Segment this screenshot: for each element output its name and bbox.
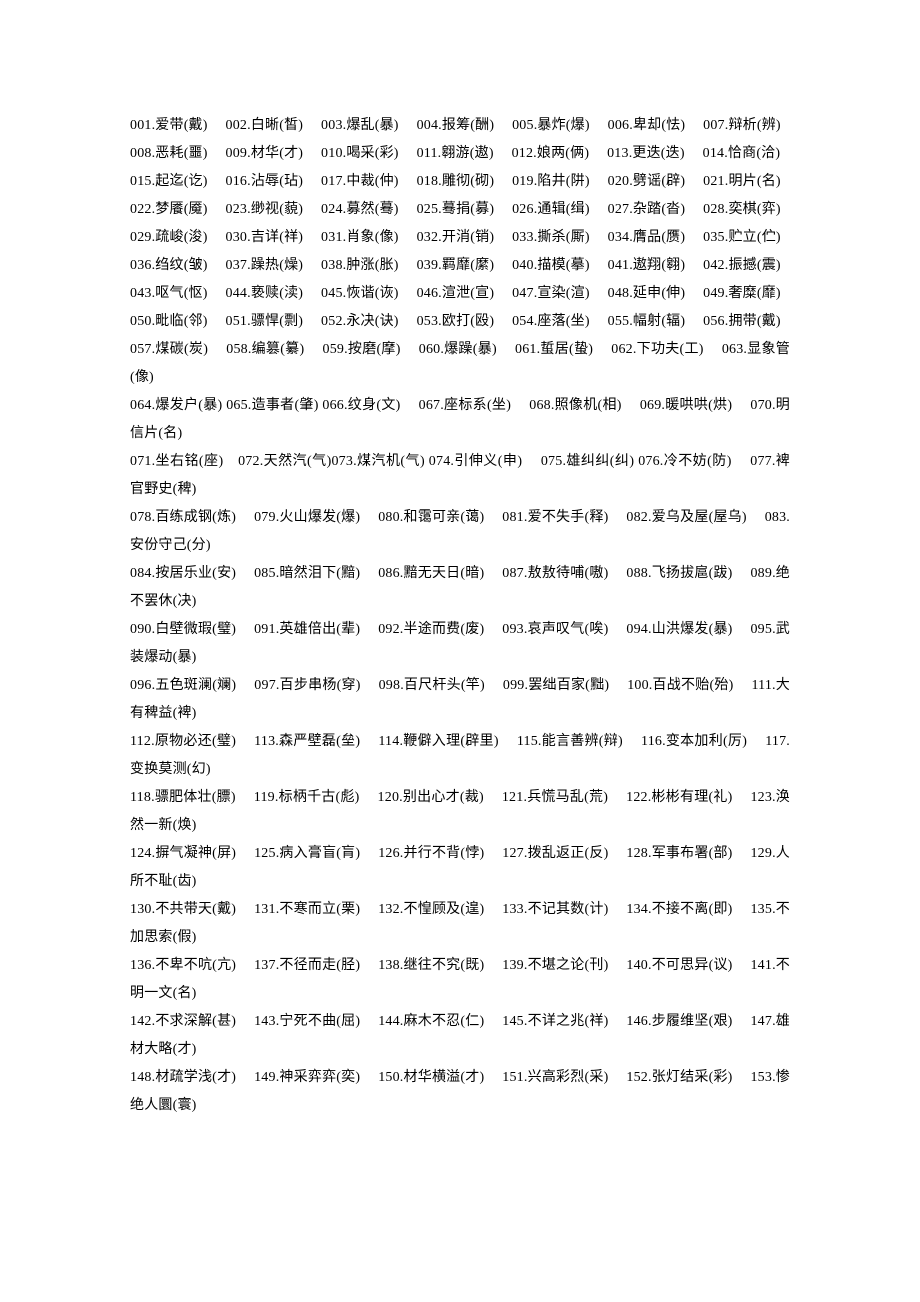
- text-line: 008.恶耗(噩) 009.材华(才) 010.喝采(彩) 011.翱游(遨) …: [130, 140, 790, 168]
- text-line: 078.百练成钢(炼) 079.火山爆发(爆) 080.和霭可亲(蔼) 081.…: [130, 504, 790, 560]
- text-line: 050.毗临(邻) 051.骠悍(剽) 052.永决(诀) 053.欧打(殴) …: [130, 308, 790, 336]
- document-body: 001.爱带(戴) 002.白晰(皙) 003.爆乱(暴) 004.报筹(酬) …: [0, 0, 920, 1160]
- text-line: 029.疏峻(浚) 030.吉详(祥) 031.肖象(像) 032.开消(销) …: [130, 224, 790, 252]
- text-line: 064.爆发户(暴) 065.造事者(肇) 066.纹身(文) 067.座标系(…: [130, 392, 790, 448]
- text-line: 036.绉纹(皱) 037.躁热(燥) 038.肿涨(胀) 039.羁靡(縻) …: [130, 252, 790, 280]
- text-line: 022.梦餍(魇) 023.缈视(藐) 024.募然(蓦) 025.蓦捐(募) …: [130, 196, 790, 224]
- text-line: 043.呕气(怄) 044.亵赎(渎) 045.恢谐(诙) 046.渲泄(宣) …: [130, 280, 790, 308]
- text-line: 124.摒气凝神(屏) 125.病入膏盲(肓) 126.并行不背(悖) 127.…: [130, 840, 790, 896]
- text-line: 136.不卑不吭(亢) 137.不径而走(胫) 138.继往不究(既) 139.…: [130, 952, 790, 1008]
- text-line: 096.五色斑澜(斓) 097.百步串杨(穿) 098.百尺杆头(竿) 099.…: [130, 672, 790, 728]
- text-line: 057.煤碳(炭) 058.编篡(纂) 059.按磨(摩) 060.爆躁(暴) …: [130, 336, 790, 392]
- text-line: 148.材疏学浅(才) 149.神采弈弈(奕) 150.材华横溢(才) 151.…: [130, 1064, 790, 1120]
- text-line: 130.不共带天(戴) 131.不寒而立(栗) 132.不惶顾及(遑) 133.…: [130, 896, 790, 952]
- text-line: 071.坐右铭(座) 072.天然汽(气)073.煤汽机(气) 074.引伸义(…: [130, 448, 790, 504]
- text-line: 118.骠肥体壮(膘) 119.标柄千古(彪) 120.别出心才(裁) 121.…: [130, 784, 790, 840]
- text-line: 015.起迄(讫) 016.沾辱(玷) 017.中裁(仲) 018.雕彻(砌) …: [130, 168, 790, 196]
- text-line: 112.原物必还(璧) 113.森严壁磊(垒) 114.鞭僻入理(辟里) 115…: [130, 728, 790, 784]
- text-line: 084.按居乐业(安) 085.暗然泪下(黯) 086.黯无天日(暗) 087.…: [130, 560, 790, 616]
- text-line: 142.不求深解(甚) 143.宁死不曲(屈) 144.麻木不忍(仁) 145.…: [130, 1008, 790, 1064]
- text-line: 090.白壁微瑕(璧) 091.英雄倍出(辈) 092.半途而费(废) 093.…: [130, 616, 790, 672]
- text-line: 001.爱带(戴) 002.白晰(皙) 003.爆乱(暴) 004.报筹(酬) …: [130, 112, 790, 140]
